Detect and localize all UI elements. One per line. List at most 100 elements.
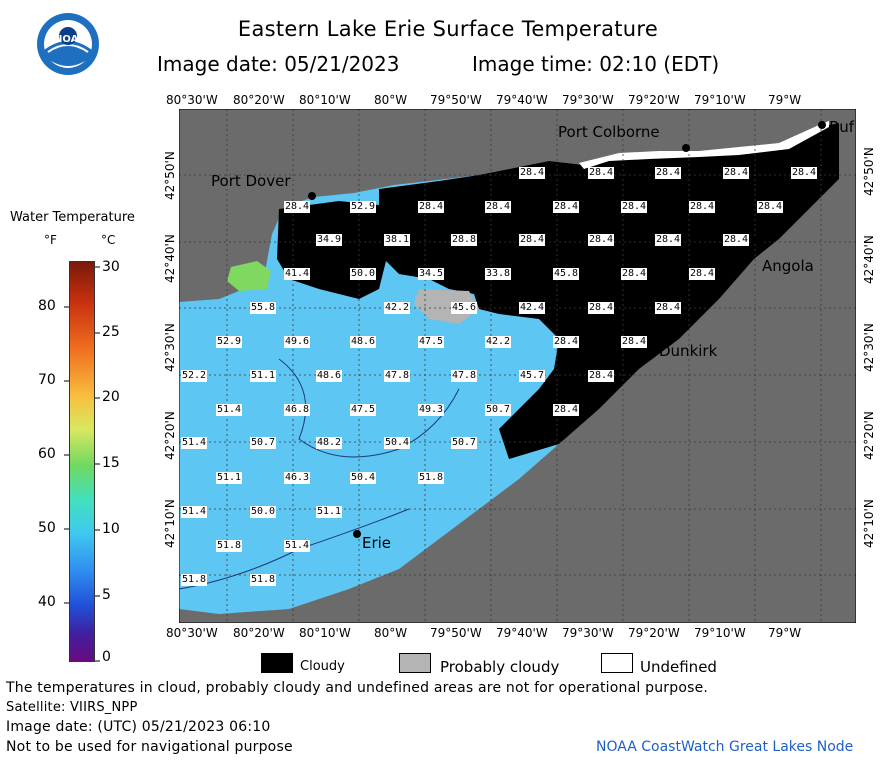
key-undefined-swatch [601,653,633,673]
lat-left-1: 42°50'N [163,151,177,200]
temp-value: 42.4 [519,302,546,314]
f-tick-40: 40 [38,594,56,610]
label-buffalo: Buf [829,118,855,136]
temp-value: 51.8 [181,574,208,586]
label-dunkirk: Dunkirk [659,342,718,360]
probably-cloudy [414,289,479,324]
lon-top-5: 79°50'W [430,93,482,107]
lat-left-4: 42°20'N [163,411,177,460]
lon-top-1: 80°30'W [166,93,218,107]
lon-bottom-9: 79°10'W [694,626,746,640]
temp-value: 28.4 [621,268,648,280]
temp-value: 50.7 [485,404,512,416]
temp-value: 51.4 [181,437,208,449]
temp-value: 51.1 [250,370,277,382]
image-time: Image time: 02:10 (EDT) [472,52,720,76]
temp-value: 50.0 [350,268,377,280]
temp-value: 52.9 [350,201,377,213]
f-tick-60: 60 [38,446,56,462]
temp-value: 28.4 [588,302,615,314]
temp-value: 48.6 [350,336,377,348]
label-port-dover: Port Dover [211,172,291,190]
lon-top-3: 80°10'W [299,93,351,107]
temp-value: 28.4 [723,167,750,179]
utc-date: Image date: (UTC) 05/21/2023 06:10 [6,719,271,735]
temp-value: 28.4 [655,234,682,246]
key-probably-cloudy-swatch [399,653,431,673]
temp-value: 46.3 [284,472,311,484]
temp-value: 28.4 [284,201,311,213]
temp-value: 28.8 [451,234,478,246]
erie-dot [353,530,361,538]
temp-value: 51.4 [216,404,243,416]
temp-value: 47.8 [384,370,411,382]
f-tick-80: 80 [38,298,56,314]
temp-value: 33.8 [485,268,512,280]
temp-value: 50.4 [384,437,411,449]
temp-value: 28.4 [485,201,512,213]
temp-value: 47.5 [418,336,445,348]
lon-bottom-3: 80°10'W [299,626,351,640]
image-date: Image date: 05/21/2023 [157,52,400,76]
f-tick-70: 70 [38,372,56,388]
temp-value: 28.4 [519,234,546,246]
label-erie: Erie [362,534,392,552]
temp-value: 51.8 [418,472,445,484]
lon-bottom-8: 79°20'W [628,626,680,640]
temp-value: 47.8 [451,370,478,382]
temp-value: 50.7 [250,437,277,449]
temp-value: 28.4 [689,268,716,280]
port-dover-dot [308,192,316,200]
temp-value: 28.4 [588,370,615,382]
temp-value: 28.4 [723,234,750,246]
temp-value: 51.4 [181,506,208,518]
lon-top-2: 80°20'W [233,93,285,107]
satellite: Satellite: VIIRS_NPP [6,700,138,715]
temp-value: 28.4 [655,167,682,179]
temp-value: 34.9 [316,234,343,246]
temp-value: 28.4 [553,336,580,348]
f-tick-50: 50 [38,520,56,536]
key-cloudy-swatch [261,653,293,673]
temp-value: 28.4 [553,404,580,416]
temp-value: 50.4 [350,472,377,484]
temp-value: 28.4 [655,302,682,314]
temp-value: 48.2 [316,437,343,449]
temp-value: 46.8 [284,404,311,416]
lat-right-5: 42°10'N [862,499,876,548]
c-tick-30: 30 [102,259,120,275]
lat-right-2: 42°40'N [862,235,876,284]
temp-value: 51.8 [250,574,277,586]
lon-bottom-5: 79°50'W [430,626,482,640]
temp-value: 42.2 [485,336,512,348]
key-undefined-label: Undefined [640,658,717,676]
colorbar [69,261,95,662]
noaa-logo: NOAA [36,12,100,76]
temp-value: 52.9 [216,336,243,348]
temp-value: 28.4 [791,167,818,179]
lon-top-7: 79°30'W [562,93,614,107]
c-tick-25: 25 [102,324,120,340]
map-title: Eastern Lake Erie Surface Temperature [237,17,659,41]
lat-right-4: 42°20'N [862,411,876,460]
credit: NOAA CoastWatch Great Lakes Node [596,739,854,755]
label-port-colborne: Port Colborne [558,123,660,141]
temp-value: 41.4 [284,268,311,280]
c-tick-10: 10 [102,521,120,537]
temp-value: 47.5 [350,404,377,416]
temp-value: 28.4 [588,234,615,246]
temp-value: 49.3 [418,404,445,416]
logo-text: NOAA [54,34,87,45]
lon-top-9: 79°10'W [694,93,746,107]
temp-value: 48.6 [316,370,343,382]
temp-value: 51.4 [284,540,311,552]
key-probably-cloudy-label: Probably cloudy [440,658,560,676]
undefined-shore [579,121,829,169]
temp-value: 51.8 [216,540,243,552]
lon-bottom-10: 79°W [768,626,802,640]
temp-value: 28.4 [621,201,648,213]
c-tick-20: 20 [102,389,120,405]
lon-bottom-6: 79°40'W [496,626,548,640]
lon-top-6: 79°40'W [496,93,548,107]
lon-bottom-7: 79°30'W [562,626,614,640]
